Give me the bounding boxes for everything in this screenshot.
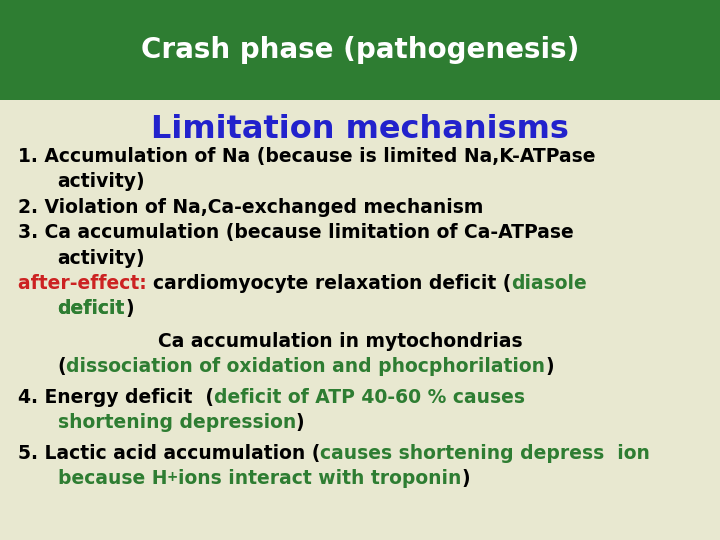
Text: causes shortening depress  ion: causes shortening depress ion — [320, 444, 650, 463]
Text: dissociation of oxidation and phocphorilation: dissociation of oxidation and phocphoril… — [66, 357, 545, 376]
Bar — [0, 0, 720, 100]
Text: 4. Energy deficit  (: 4. Energy deficit ( — [18, 388, 214, 407]
Text: cardiomyocyte relaxation deficit (: cardiomyocyte relaxation deficit ( — [153, 274, 512, 293]
Text: shortening depression: shortening depression — [58, 413, 296, 432]
Text: Ca accumulation in mytochondrias: Ca accumulation in mytochondrias — [158, 332, 523, 350]
Text: +: + — [167, 470, 179, 484]
Text: 3. Ca accumulation (because limitation of Ca-ATPase: 3. Ca accumulation (because limitation o… — [18, 223, 574, 242]
Text: ): ) — [125, 299, 134, 318]
Text: deficit: deficit — [58, 299, 125, 318]
Text: deficit: deficit — [58, 299, 125, 318]
Text: activity): activity) — [58, 248, 145, 267]
Text: (: ( — [58, 357, 66, 376]
Text: diasole: diasole — [512, 274, 588, 293]
Text: ions interact with troponin: ions interact with troponin — [179, 469, 462, 488]
Text: 1. Accumulation of Na (because is limited Na,K-ATPase: 1. Accumulation of Na (because is limite… — [18, 147, 595, 166]
Text: activity): activity) — [58, 172, 145, 191]
Text: ): ) — [462, 469, 470, 488]
Text: 2. Violation of Na,Ca-exchanged mechanism: 2. Violation of Na,Ca-exchanged mechanis… — [18, 198, 483, 217]
Text: because H: because H — [58, 469, 167, 488]
Text: deficit of ATP 40-60 % causes: deficit of ATP 40-60 % causes — [214, 388, 525, 407]
Text: Limitation mechanisms: Limitation mechanisms — [151, 114, 569, 145]
Text: Crash phase (pathogenesis): Crash phase (pathogenesis) — [141, 36, 579, 64]
Text: ): ) — [296, 413, 305, 432]
Text: ): ) — [545, 357, 554, 376]
Text: after-effect:: after-effect: — [18, 274, 153, 293]
Text: 5. Lactic acid accumulation (: 5. Lactic acid accumulation ( — [18, 444, 320, 463]
